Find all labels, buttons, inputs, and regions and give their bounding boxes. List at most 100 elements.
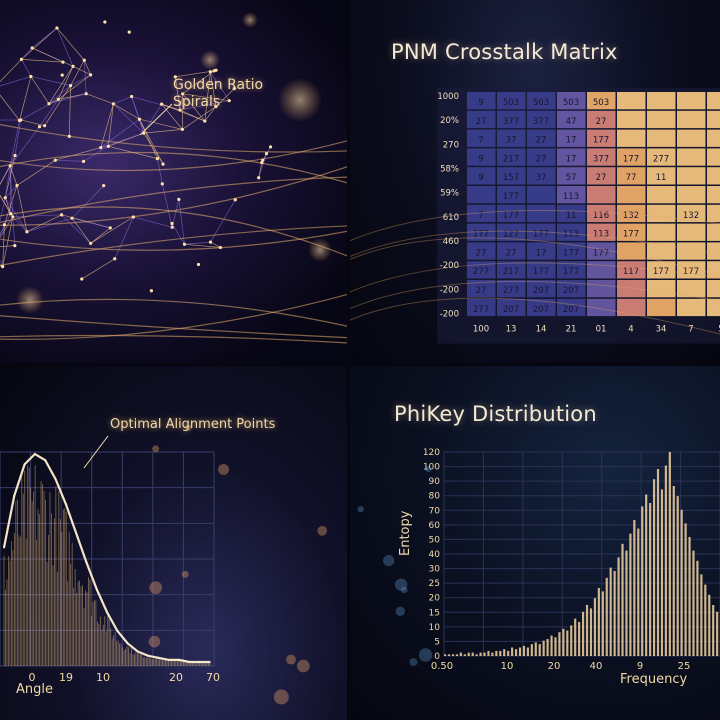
- spiral-annotation-line1: Golden Ratio: [173, 77, 264, 93]
- histogram-bar: [676, 496, 679, 656]
- histogram-bar: [708, 594, 711, 656]
- histogram-bar: [444, 654, 447, 656]
- network-node: [260, 160, 264, 165]
- network-strand: [4, 165, 11, 198]
- network-strand: [30, 76, 71, 86]
- distribution-x-tick: 40: [590, 661, 603, 672]
- heatmap-cell-value: 177: [473, 230, 489, 240]
- alignment-point: [147, 654, 149, 657]
- network-strand: [258, 153, 267, 178]
- heatmap-cell: [557, 242, 586, 260]
- heatmap-cell: [557, 148, 586, 166]
- network-strand: [139, 119, 144, 134]
- network-strand: [0, 166, 347, 226]
- network-strand: [133, 216, 173, 228]
- network-node: [2, 223, 7, 227]
- network-node: [108, 226, 112, 230]
- network-strand: [182, 93, 230, 102]
- heatmap-cell: [587, 167, 616, 185]
- network-strand: [0, 151, 347, 184]
- network-node: [81, 159, 86, 163]
- histogram-bar: [566, 630, 569, 656]
- histogram-bar: [625, 550, 628, 656]
- network-strand: [0, 298, 347, 327]
- network-strand: [0, 94, 20, 121]
- network-node: [218, 245, 223, 250]
- network-node: [1, 265, 5, 269]
- network-node: [214, 104, 218, 109]
- network-strand: [39, 99, 59, 127]
- network-strand: [139, 119, 164, 165]
- heatmap-cell-value: 277: [503, 286, 519, 296]
- bokeh-light: [357, 505, 364, 513]
- distribution-ylabel: Entopy: [398, 510, 413, 556]
- network-strand: [184, 241, 211, 245]
- distribution-y-tick: 0: [434, 652, 440, 662]
- heatmap-cell: [557, 298, 586, 317]
- alignment-point: [65, 503, 67, 505]
- network-strand: [21, 27, 58, 60]
- distribution-y-tick: 90: [429, 477, 441, 487]
- network-node: [232, 87, 236, 91]
- heatmap-cell: [647, 186, 676, 204]
- heatmap-cell: [647, 92, 676, 110]
- heatmap-col-label: 14: [536, 325, 547, 335]
- heatmap-cell: [587, 129, 616, 147]
- alignment-x-tick: 70: [206, 671, 220, 684]
- bokeh-light: [200, 50, 220, 70]
- heatmap-cell-value: 177: [563, 248, 579, 258]
- alignment-chart: 0 19 10 20 70: [0, 424, 328, 705]
- histogram-bar: [495, 650, 498, 656]
- bokeh-light: [184, 424, 192, 431]
- network-node: [89, 73, 93, 77]
- histogram-bar: [637, 528, 640, 656]
- histogram-bar: [451, 654, 455, 656]
- histogram-bar: [558, 632, 561, 656]
- network-strand: [0, 176, 347, 224]
- alignment-xlabel: Angle: [16, 682, 53, 697]
- heatmap-cell-value: 27: [536, 154, 547, 164]
- network-strand: [0, 155, 16, 185]
- light-streak: [350, 280, 720, 309]
- heatmap-cell-value: 27: [596, 173, 607, 183]
- heatmap-cell-value: 277: [653, 154, 669, 164]
- histogram-bar: [716, 611, 719, 656]
- network-strand: [0, 140, 347, 172]
- histogram-bar: [672, 486, 675, 656]
- network-strand: [32, 47, 74, 67]
- alignment-annotation: Optimal Alignment Points: [110, 417, 276, 432]
- network-strand: [204, 106, 217, 122]
- network-node: [15, 183, 19, 188]
- distribution-y-tick: 10: [429, 623, 441, 633]
- network-strand: [31, 27, 58, 49]
- heatmap-cell: [677, 280, 706, 298]
- network-node: [196, 262, 201, 267]
- alignment-point: [106, 611, 108, 613]
- distribution-y-tick: 20: [429, 594, 441, 604]
- distribution-panel: 0 5 10 15 20 25 30 40 50 60 70 80 90 100 120 0.50 10 20 40…: [350, 366, 720, 720]
- heatmap-cell: [587, 298, 616, 317]
- histogram-bar: [684, 523, 687, 656]
- alignment-point: [209, 661, 211, 663]
- histogram-bar: [609, 567, 612, 656]
- heatmap-row-label: 270: [443, 140, 459, 150]
- network-strand: [16, 185, 28, 232]
- histogram-bar: [530, 644, 533, 656]
- histogram-bar: [617, 557, 620, 656]
- heatmap-cell: [617, 92, 646, 110]
- network-strand: [56, 27, 85, 61]
- network-strand: [0, 224, 5, 236]
- heatmap-cell: [647, 148, 676, 166]
- network-strand: [0, 213, 12, 237]
- heatmap-cell-value: 377: [533, 117, 549, 127]
- network-strand: [4, 185, 18, 199]
- network-strand: [107, 103, 114, 147]
- heatmap-cell: [647, 261, 676, 279]
- heatmap-cell: [467, 92, 496, 110]
- distribution-title: PhiKey Distribution: [394, 402, 597, 426]
- heatmap-cell-value: 27: [476, 286, 487, 296]
- heatmap-cell: [557, 204, 586, 223]
- heatmap-cell: [707, 92, 720, 110]
- bokeh-light: [278, 78, 322, 122]
- heatmap-cell-value: 503: [503, 98, 519, 108]
